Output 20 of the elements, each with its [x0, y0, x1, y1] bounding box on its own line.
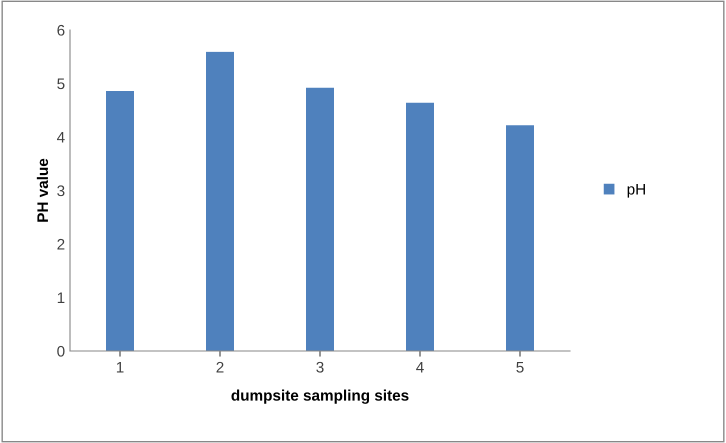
y-tick-label: 2: [57, 238, 64, 250]
bar: [306, 88, 334, 351]
y-tick-label: 0: [57, 346, 65, 357]
x-tick-label: 5: [516, 362, 524, 373]
y-tick-label: 4: [56, 132, 65, 143]
bar: [406, 102, 434, 351]
y-tick-label: 1: [58, 292, 64, 304]
x-tick-label: 4: [416, 362, 424, 372]
y-axis-title: PH value: [36, 158, 48, 222]
y-tick-label: 3: [57, 185, 64, 196]
x-tick-label: 2: [216, 362, 224, 372]
x-axis-title: dumpsite sampling sites: [231, 390, 409, 404]
x-tick-label: 3: [316, 362, 324, 373]
bar: [506, 125, 534, 351]
legend-label: pH: [628, 184, 645, 198]
y-tick-label: 5: [57, 78, 64, 90]
y-tick-label: 6: [57, 24, 64, 36]
bar: [106, 90, 134, 351]
bar: [206, 52, 234, 351]
x-tick-label: 1: [116, 362, 124, 372]
